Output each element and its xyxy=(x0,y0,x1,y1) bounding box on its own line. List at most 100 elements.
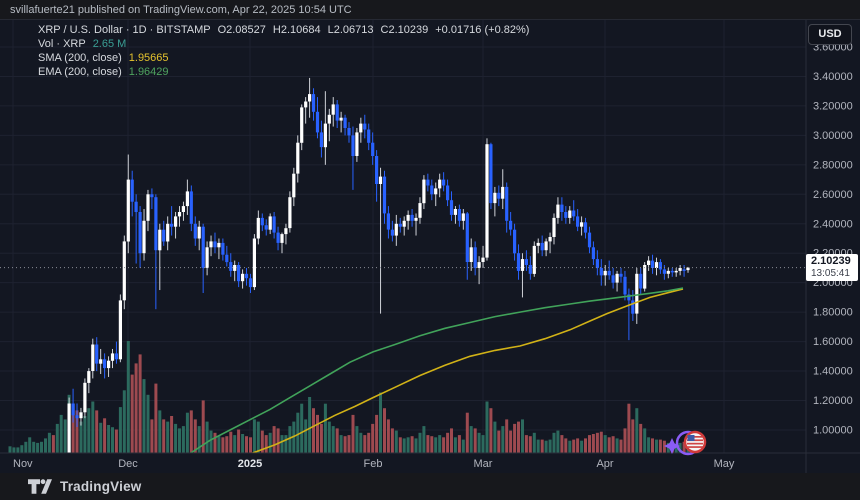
candle-body xyxy=(414,217,418,221)
volume-bar xyxy=(276,428,280,453)
price-axis[interactable]: 3.600003.400003.200003.000002.800002.600… xyxy=(813,42,853,437)
volume-bar xyxy=(375,414,379,453)
volume-bar xyxy=(501,426,505,453)
candle-body xyxy=(142,220,146,254)
volume-bar xyxy=(260,430,264,453)
legend-symbol-row[interactable]: XRP / U.S. Dollar · 1D · BITSTAMP O2.0852… xyxy=(38,23,536,37)
volume-bar xyxy=(126,341,130,453)
candle-body xyxy=(300,107,304,143)
volume-bar xyxy=(430,436,434,453)
candle-body xyxy=(493,192,497,204)
candle-body xyxy=(465,213,469,262)
candle-body xyxy=(319,132,323,148)
volume-bar xyxy=(146,394,150,453)
volume-bar xyxy=(552,432,556,453)
volume-bar xyxy=(548,439,552,453)
volume-bar xyxy=(166,421,170,453)
volume-bar xyxy=(473,428,477,453)
candle-body xyxy=(418,203,422,218)
volume-bar xyxy=(631,419,635,453)
volume-bar xyxy=(623,428,627,453)
volume-bar xyxy=(410,436,414,453)
volume-bar xyxy=(450,428,453,453)
candle-body xyxy=(501,186,505,199)
volume-bar xyxy=(256,421,260,453)
price-axis-label: 2.40000 xyxy=(813,218,853,230)
volume-bar xyxy=(245,436,248,453)
volume-bar xyxy=(150,419,154,453)
candle-body xyxy=(130,179,134,202)
candle-body xyxy=(426,179,430,186)
volume-bar xyxy=(249,437,252,453)
volume-bar xyxy=(532,432,536,453)
volume-bar xyxy=(343,436,347,453)
volume-bar xyxy=(528,436,532,453)
published-text: svillafuerte21 published on TradingView.… xyxy=(10,4,352,16)
footer-bar: TradingView xyxy=(0,473,860,500)
volume-bar xyxy=(280,435,284,453)
candle-body xyxy=(524,259,528,265)
price-axis-label: 3.00000 xyxy=(813,130,853,142)
tradingview-brand-text[interactable]: TradingView xyxy=(60,479,142,494)
volume-bar xyxy=(481,435,485,453)
candle-body xyxy=(564,212,568,218)
volume-bar xyxy=(489,408,493,453)
volume-bar xyxy=(51,435,55,453)
ohlc-open: O2.08527 xyxy=(217,24,266,36)
volume-bar xyxy=(142,379,146,453)
volume-bar xyxy=(477,432,481,453)
candle-body xyxy=(607,270,611,276)
candle-body xyxy=(110,353,115,361)
candle-body xyxy=(650,260,655,268)
volume-bar xyxy=(682,441,686,453)
volume-bar xyxy=(402,438,406,453)
candle-body xyxy=(177,212,182,217)
candle-body xyxy=(138,212,142,254)
volume-bar xyxy=(398,437,402,453)
time-axis-label: Mar xyxy=(474,458,493,470)
volume-bar xyxy=(418,432,422,453)
candle-body xyxy=(540,242,544,251)
volume-bar xyxy=(390,428,394,453)
candle-body xyxy=(170,223,174,227)
time-axis-label: Apr xyxy=(596,458,613,470)
price-chart-svg[interactable]: 3.600003.400003.200003.000002.800002.600… xyxy=(0,20,860,473)
sma-value: 1.95665 xyxy=(128,52,169,64)
grid-layer xyxy=(0,20,806,453)
timeline-event-icons[interactable] xyxy=(664,430,707,456)
legend-volume-row[interactable]: Vol · XRP 2.65 M xyxy=(38,37,536,51)
candle-body xyxy=(75,415,79,419)
candle-body xyxy=(615,273,619,283)
candle-body xyxy=(95,344,99,364)
sma-label: SMA (200, close) xyxy=(38,52,122,64)
volume-bar xyxy=(201,400,205,453)
candle-body xyxy=(670,270,674,273)
volume-bar xyxy=(513,423,517,453)
candle-body xyxy=(678,268,682,271)
ema-label: EMA (200, close) xyxy=(38,66,122,78)
volume-bar xyxy=(438,435,442,453)
legend-sma-row[interactable]: SMA (200, close) 1.95665 xyxy=(38,51,536,65)
candle-body xyxy=(378,176,383,184)
us-flag-event-icon[interactable] xyxy=(683,430,707,454)
candle-body xyxy=(146,194,150,221)
sparkle-icon[interactable] xyxy=(664,438,680,454)
volume-bar xyxy=(193,419,197,453)
candle-body xyxy=(453,209,457,215)
volume-bar xyxy=(12,447,16,453)
candle-body xyxy=(327,114,331,124)
volume-bar xyxy=(130,374,134,453)
legend-ema-row[interactable]: EMA (200, close) 1.96429 xyxy=(38,65,536,79)
volume-bar xyxy=(154,383,158,453)
chart-legend: XRP / U.S. Dollar · 1D · BITSTAMP O2.0852… xyxy=(38,23,536,79)
currency-toggle-button[interactable]: USD xyxy=(808,24,852,45)
volume-bar xyxy=(312,408,315,453)
time-axis[interactable]: Nov Dec 2025 Feb Mar Apr May xyxy=(13,458,735,470)
volume-value: 2.65 M xyxy=(92,38,127,50)
candle-body xyxy=(505,186,509,221)
tradingview-logo-icon[interactable] xyxy=(28,479,52,494)
volume-bar xyxy=(47,432,51,453)
symbol-title[interactable]: XRP / U.S. Dollar · 1D · BITSTAMP xyxy=(38,24,211,36)
price-axis-label: 1.00000 xyxy=(813,425,853,437)
volume-bar xyxy=(335,428,339,453)
